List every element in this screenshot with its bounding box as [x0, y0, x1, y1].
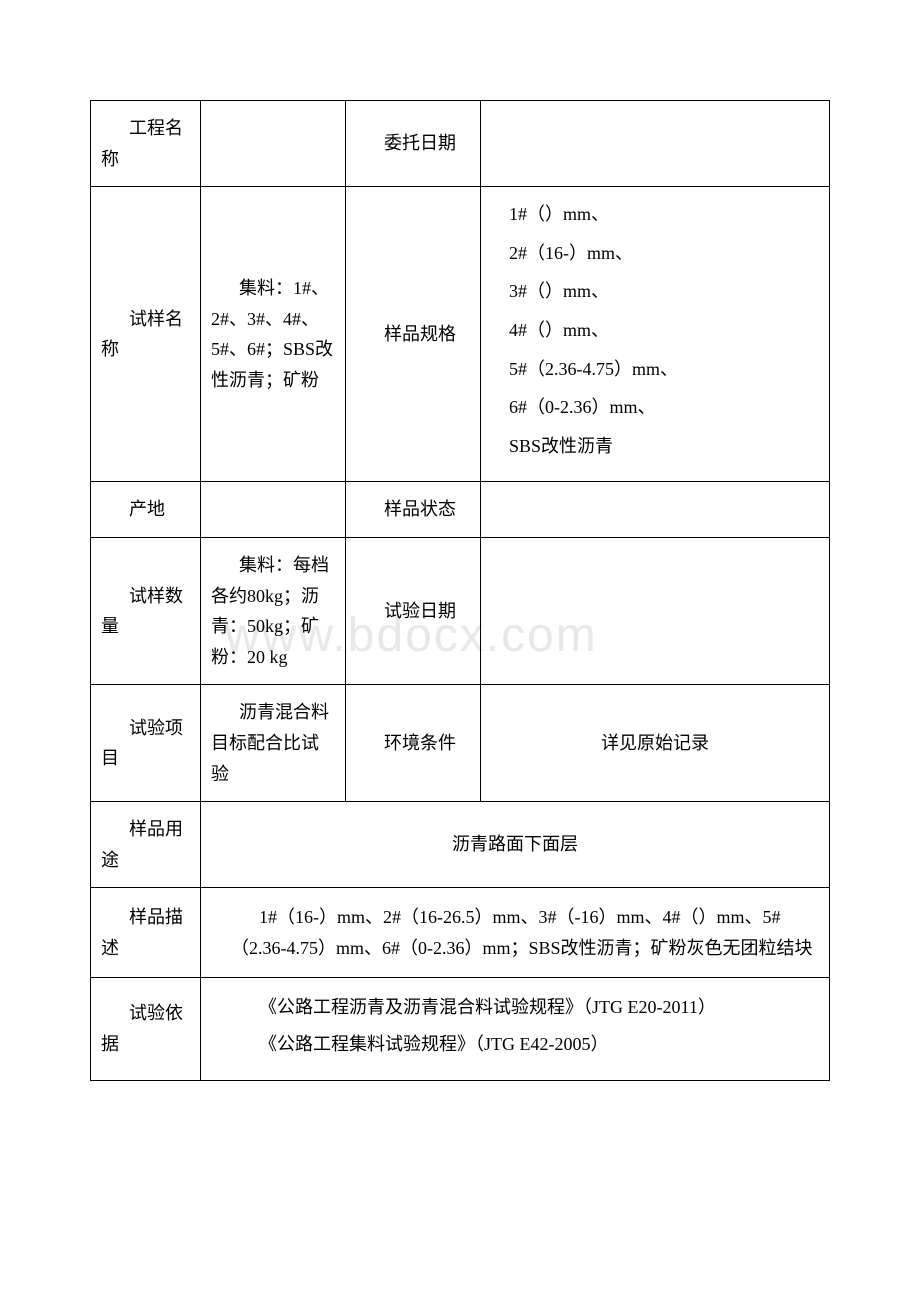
sample-status-value — [481, 482, 830, 538]
spec-item: 5#（2.36-4.75）mm、 — [509, 354, 819, 385]
origin-label: 产地 — [91, 482, 201, 538]
basis-line-1: 《公路工程沥青及沥青混合料试验规程》（JTG E20-2011） — [231, 992, 819, 1023]
table-row: 试样名称 集料：1#、2#、3#、4#、5#、6#；SBS改性沥青；矿粉 样品规… — [91, 187, 830, 482]
table-row: 产地 样品状态 — [91, 482, 830, 538]
env-condition-label: 环境条件 — [346, 685, 481, 802]
sample-name-value: 集料：1#、2#、3#、4#、5#、6#；SBS改性沥青；矿粉 — [201, 187, 346, 482]
table-row: 试验项目 沥青混合料目标配合比试验 环境条件 详见原始记录 — [91, 685, 830, 802]
table-row: 工程名称 委托日期 — [91, 101, 830, 187]
quantity-value: 集料：每档各约80kg；沥青：50kg；矿粉：20 kg — [201, 537, 346, 684]
project-name-label: 工程名称 — [91, 101, 201, 187]
test-item-label: 试验项目 — [91, 685, 201, 802]
spec-item: 4#（）mm、 — [509, 315, 819, 346]
spec-item: 3#（）mm、 — [509, 276, 819, 307]
project-name-value — [201, 101, 346, 187]
spec-item: 1#（）mm、 — [509, 199, 819, 230]
spec-item: SBS改性沥青 — [509, 431, 819, 462]
env-condition-value: 详见原始记录 — [481, 685, 830, 802]
description-label: 样品描述 — [91, 888, 201, 978]
sample-name-label: 试样名称 — [91, 187, 201, 482]
test-date-label: 试验日期 — [346, 537, 481, 684]
test-item-text: 沥青混合料目标配合比试验 — [211, 697, 335, 789]
commission-date-value — [481, 101, 830, 187]
table-row: 试样数量 集料：每档各约80kg；沥青：50kg；矿粉：20 kg 试验日期 — [91, 537, 830, 684]
test-date-value — [481, 537, 830, 684]
description-text: 1#（16-）mm、2#（16-26.5）mm、3#（-16）mm、4#（）mm… — [231, 902, 819, 963]
usage-value: 沥青路面下面层 — [201, 802, 830, 888]
spec-item: 6#（0-2.36）mm、 — [509, 392, 819, 423]
sample-spec-label: 样品规格 — [346, 187, 481, 482]
sample-spec-value: 1#（）mm、 2#（16-）mm、 3#（）mm、 4#（）mm、 5#（2.… — [481, 187, 830, 482]
sample-status-label: 样品状态 — [346, 482, 481, 538]
test-basis-label: 试验依据 — [91, 978, 201, 1080]
basis-line-2: 《公路工程集料试验规程》（JTG E42-2005） — [231, 1029, 819, 1060]
commission-date-label: 委托日期 — [346, 101, 481, 187]
spec-item: 2#（16-）mm、 — [509, 238, 819, 269]
quantity-text: 集料：每档各约80kg；沥青：50kg；矿粉：20 kg — [211, 550, 335, 672]
table-row: 样品描述 1#（16-）mm、2#（16-26.5）mm、3#（-16）mm、4… — [91, 888, 830, 978]
sample-name-text: 集料：1#、2#、3#、4#、5#、6#；SBS改性沥青；矿粉 — [211, 273, 335, 395]
test-basis-value: 《公路工程沥青及沥青混合料试验规程》（JTG E20-2011） 《公路工程集料… — [201, 978, 830, 1080]
table-row: 样品用途 沥青路面下面层 — [91, 802, 830, 888]
test-item-value: 沥青混合料目标配合比试验 — [201, 685, 346, 802]
origin-value — [201, 482, 346, 538]
table-row: 试验依据 《公路工程沥青及沥青混合料试验规程》（JTG E20-2011） 《公… — [91, 978, 830, 1080]
document-table: 工程名称 委托日期 试样名称 集料：1#、2#、3#、4#、5#、6#；SBS改… — [90, 100, 830, 1081]
quantity-label: 试样数量 — [91, 537, 201, 684]
usage-label: 样品用途 — [91, 802, 201, 888]
description-value: 1#（16-）mm、2#（16-26.5）mm、3#（-16）mm、4#（）mm… — [201, 888, 830, 978]
